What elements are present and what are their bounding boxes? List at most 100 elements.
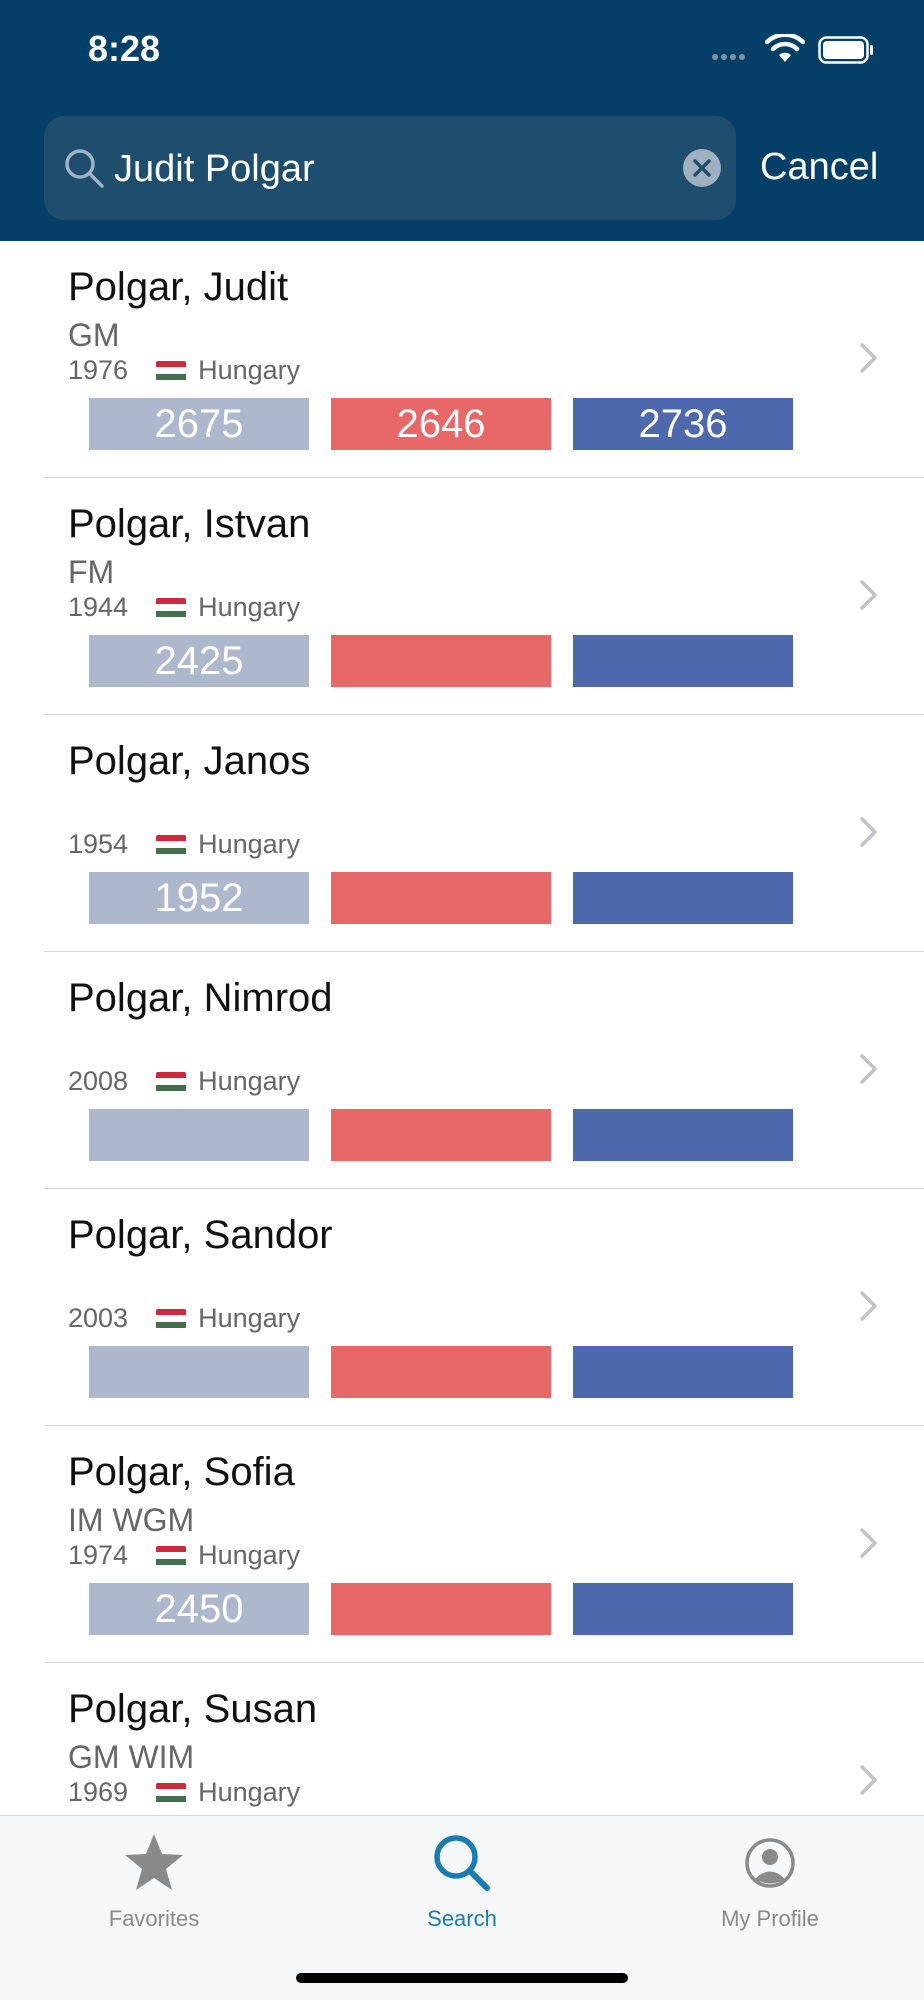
- divider: [44, 1188, 924, 1189]
- blitz-rating: [573, 1346, 793, 1398]
- blitz-rating: [573, 1583, 793, 1635]
- player-meta: 2003 Hungary: [68, 1303, 300, 1334]
- standard-rating: 2425: [89, 635, 309, 687]
- country: Hungary: [198, 1777, 301, 1807]
- standard-rating: [89, 1346, 309, 1398]
- player-meta: 1976 Hungary: [68, 355, 300, 386]
- list-item[interactable]: Polgar, Janos 1954 Hungary 1952: [0, 715, 924, 952]
- header: 8:28 Judit Polgar Cancel: [0, 0, 924, 241]
- tab-label: Search: [427, 1906, 497, 1931]
- standard-rating: 2675: [89, 398, 309, 450]
- list-item[interactable]: Polgar, Sandor 2003 Hungary: [0, 1189, 924, 1426]
- rapid-rating: [331, 1346, 551, 1398]
- list-item[interactable]: Polgar, Nimrod 2008 Hungary: [0, 952, 924, 1189]
- list-item[interactable]: Polgar, Judit GM 1976 Hungary 2675 2646 …: [0, 241, 924, 478]
- chevron-right-icon: [860, 580, 877, 610]
- hungary-flag-icon: [156, 1308, 187, 1329]
- ratings: [89, 1109, 793, 1161]
- birth-year: 2003: [68, 1303, 129, 1333]
- player-title: GM WIM: [68, 1739, 195, 1775]
- rapid-rating: [331, 635, 551, 687]
- country: Hungary: [198, 1540, 301, 1570]
- country: Hungary: [198, 355, 301, 385]
- player-name: Polgar, Sofia: [68, 1450, 295, 1494]
- hungary-flag-icon: [156, 1782, 187, 1803]
- player-title: GM: [68, 317, 120, 353]
- player-name: Polgar, Nimrod: [68, 976, 333, 1020]
- chevron-right-icon: [860, 343, 877, 373]
- divider: [44, 951, 924, 952]
- player-title: FM: [68, 554, 115, 590]
- player-meta: 1974 Hungary: [68, 1540, 300, 1571]
- standard-rating: [89, 1109, 309, 1161]
- tab-favorites[interactable]: Favorites: [0, 1816, 308, 1936]
- rapid-rating: [331, 1109, 551, 1161]
- hungary-flag-icon: [156, 1545, 187, 1566]
- search-field[interactable]: Judit Polgar: [44, 116, 736, 220]
- country: Hungary: [198, 592, 301, 622]
- birth-year: 1944: [68, 592, 129, 622]
- list-item[interactable]: Polgar, Sofia IM WGM 1974 Hungary 2450: [0, 1426, 924, 1663]
- list-item[interactable]: Polgar, Istvan FM 1944 Hungary 2425: [0, 478, 924, 715]
- chevron-right-icon: [860, 1291, 877, 1321]
- home-indicator[interactable]: [296, 1973, 628, 1983]
- chevron-right-icon: [860, 817, 877, 847]
- hungary-flag-icon: [156, 360, 187, 381]
- player-name: Polgar, Istvan: [68, 502, 311, 546]
- divider: [44, 1662, 924, 1663]
- status-time: 8:28: [88, 28, 161, 69]
- chevron-right-icon: [860, 1054, 877, 1084]
- divider: [44, 714, 924, 715]
- battery-icon: [818, 36, 873, 64]
- birth-year: 1976: [68, 355, 129, 385]
- results-list[interactable]: Polgar, Judit GM 1976 Hungary 2675 2646 …: [0, 241, 924, 1815]
- list-item[interactable]: Polgar, Susan GM WIM 1969 Hungary: [0, 1663, 924, 1815]
- birth-year: 1969: [68, 1777, 129, 1807]
- chevron-right-icon: [860, 1765, 877, 1795]
- country: Hungary: [198, 1066, 301, 1096]
- birth-year: 1954: [68, 829, 129, 859]
- player-name: Polgar, Sandor: [68, 1213, 333, 1257]
- birth-year: 1974: [68, 1540, 129, 1570]
- country: Hungary: [198, 829, 301, 859]
- blitz-rating: [573, 635, 793, 687]
- ratings: 1952: [89, 872, 793, 924]
- search-icon: [434, 1835, 490, 1891]
- wifi-icon: [765, 34, 805, 62]
- tab-my-profile[interactable]: My Profile: [616, 1816, 924, 1936]
- search-input[interactable]: Judit Polgar: [114, 148, 315, 190]
- player-meta: 1954 Hungary: [68, 829, 300, 860]
- search-icon: [65, 149, 104, 188]
- chevron-right-icon: [860, 1528, 877, 1558]
- player-meta: 2008 Hungary: [68, 1066, 300, 1097]
- hungary-flag-icon: [156, 597, 187, 618]
- player-name: Polgar, Judit: [68, 265, 289, 309]
- ratings: 2425: [89, 635, 793, 687]
- ratings: 2450: [89, 1583, 793, 1635]
- ratings: [89, 1346, 793, 1398]
- cancel-button[interactable]: Cancel: [760, 146, 879, 188]
- rapid-rating: [331, 872, 551, 924]
- player-meta: 1944 Hungary: [68, 592, 300, 623]
- hungary-flag-icon: [156, 834, 187, 855]
- star-icon: [125, 1834, 183, 1890]
- rapid-rating: 2646: [331, 398, 551, 450]
- country: Hungary: [198, 1303, 301, 1333]
- blitz-rating: [573, 872, 793, 924]
- player-name: Polgar, Janos: [68, 739, 311, 783]
- player-meta: 1969 Hungary: [68, 1777, 300, 1808]
- standard-rating: 2450: [89, 1583, 309, 1635]
- cellular-signal-icon: [712, 54, 745, 60]
- tab-label: My Profile: [721, 1906, 819, 1931]
- rapid-rating: [331, 1583, 551, 1635]
- player-title: IM WGM: [68, 1502, 195, 1538]
- profile-icon: [745, 1838, 795, 1888]
- clear-icon[interactable]: [682, 148, 722, 188]
- divider: [44, 1425, 924, 1426]
- tab-search[interactable]: Search: [308, 1816, 616, 1936]
- standard-rating: 1952: [89, 872, 309, 924]
- tab-bar: Favorites Search My Profile: [0, 1815, 924, 2000]
- player-name: Polgar, Susan: [68, 1687, 318, 1731]
- blitz-rating: [573, 1109, 793, 1161]
- birth-year: 2008: [68, 1066, 129, 1096]
